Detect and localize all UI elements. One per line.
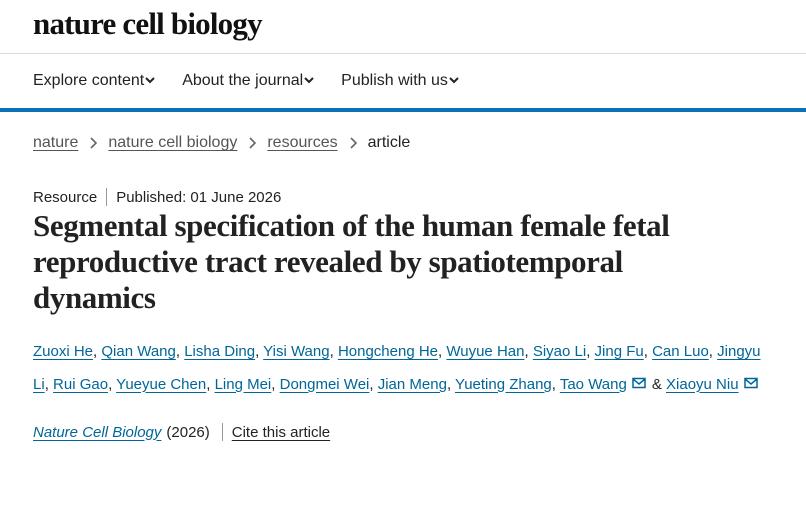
author-entry: Hongcheng He, [338, 343, 442, 360]
author-entry: Yueting Zhang, [455, 376, 556, 393]
nav-label: Explore content [33, 72, 145, 89]
chevron-right [249, 137, 257, 149]
nav-label: About the journal [182, 72, 304, 89]
author-name[interactable]: Dongmei Wei [279, 375, 370, 393]
year: (2026) [166, 423, 210, 441]
author-entry: Jingyu Li, [33, 343, 761, 393]
chevron-right [350, 137, 357, 149]
citation: Nature Cell Biology (2026) Cite this art… [0, 423, 806, 441]
author-entry: Ling Mei, [215, 376, 276, 393]
author-entry: Can Luo, [652, 343, 713, 360]
nav-item[interactable]: Explore content [33, 72, 156, 90]
logo[interactable]: nature cell biology [33, 6, 263, 41]
author-name[interactable]: Yueting Zhang [455, 375, 552, 393]
author-separator: , [93, 343, 98, 360]
author-entry: Rui Gao, [53, 376, 112, 393]
author-name[interactable]: Wuyue Han [446, 343, 525, 360]
article-title: Segmental specification of the human fem… [33, 208, 670, 315]
author-entry: Lisha Ding, [184, 343, 259, 360]
nav-label: Publish with us [341, 72, 448, 89]
author-entry: Yueyue Chen, [116, 376, 210, 393]
author-entry: Zuoxi He, [33, 343, 97, 360]
author-separator: , [44, 375, 49, 393]
author-separator: , [643, 343, 648, 360]
email-icon [632, 377, 646, 388]
nav-item[interactable]: About the journal [182, 72, 315, 90]
author-entry: Qian Wang, [101, 343, 180, 360]
chevron-down [304, 77, 314, 84]
breadcrumb[interactable]: nature [33, 134, 79, 151]
author-separator: , [271, 375, 276, 393]
author-entry: Siyao Li, [533, 343, 591, 360]
author-entry: Wuyue Han, [446, 343, 528, 360]
author-separator: , [551, 375, 556, 393]
nav-item[interactable]: Publish with us [341, 72, 460, 90]
author-name[interactable]: Zuoxi He [33, 343, 94, 360]
author-entry: Jian Meng, [378, 376, 451, 393]
breadcrumb[interactable]: resources [267, 134, 338, 151]
email-icon [743, 377, 758, 388]
author-name[interactable]: Siyao Li [532, 343, 587, 360]
author-name[interactable]: Tao Wang [559, 375, 627, 393]
published-date: Published: 01 June 2026 [116, 188, 282, 206]
chevron-right [90, 137, 98, 149]
author-separator: & [651, 375, 662, 393]
breadcrumb[interactable]: nature cell biology [108, 134, 238, 151]
author-name[interactable]: Qian Wang [101, 343, 176, 360]
breadcrumbs: nature nature cell biology resources articl… [0, 134, 806, 152]
author-separator: , [438, 343, 443, 360]
cite-link[interactable]: Cite this article [231, 423, 331, 441]
author-entry: Dongmei Wei, [280, 376, 374, 393]
author-name[interactable]: Can Luo [652, 343, 709, 360]
chevron-down [145, 77, 155, 84]
author-entry: Jing Fu, [595, 343, 648, 360]
chevron-down [449, 77, 459, 84]
author-entry: Yisi Wang, [263, 343, 334, 360]
author-separator: , [524, 343, 529, 360]
author-list: Zuoxi He, Qian Wang, Lisha Ding, Yisi Wa… [33, 336, 766, 401]
author-separator: , [446, 375, 452, 393]
author-separator: , [206, 375, 211, 393]
author-name[interactable]: Yisi Wang [263, 343, 330, 360]
author-separator: , [708, 343, 713, 360]
author-name[interactable]: Rui Gao [53, 375, 109, 393]
author-name[interactable]: Jingyu Li [33, 343, 761, 393]
author-separator: , [586, 343, 591, 360]
author-name[interactable]: Ling Mei [214, 375, 272, 393]
author-entry: Xiaoyu Niu [666, 376, 760, 393]
article-meta: Resource Published: 01 June 2026 [0, 188, 806, 206]
author-name[interactable]: Hongcheng He [337, 343, 439, 360]
nav-bar: Explore content About the journal Publish … [0, 54, 806, 112]
header: nature cell biology [0, 0, 806, 54]
author-separator: , [255, 343, 260, 360]
author-separator: , [369, 375, 374, 393]
author-name[interactable]: Jian Meng [377, 375, 447, 393]
author-separator: , [329, 343, 334, 360]
journal-link[interactable]: Nature Cell Biology [33, 423, 162, 441]
article-type: Resource [33, 188, 98, 206]
author-separator: , [108, 375, 113, 393]
author-name[interactable]: Yueyue Chen [116, 375, 207, 393]
author-name[interactable]: Lisha Ding [184, 343, 256, 360]
author-name[interactable]: Jing Fu [594, 343, 644, 360]
author-entry: Tao Wang & [560, 376, 662, 393]
author-name[interactable]: Xiaoyu Niu [666, 375, 739, 393]
separator [221, 423, 223, 441]
author-separator: , [175, 343, 181, 360]
separator [106, 188, 108, 206]
breadcrumb: article [367, 134, 411, 151]
